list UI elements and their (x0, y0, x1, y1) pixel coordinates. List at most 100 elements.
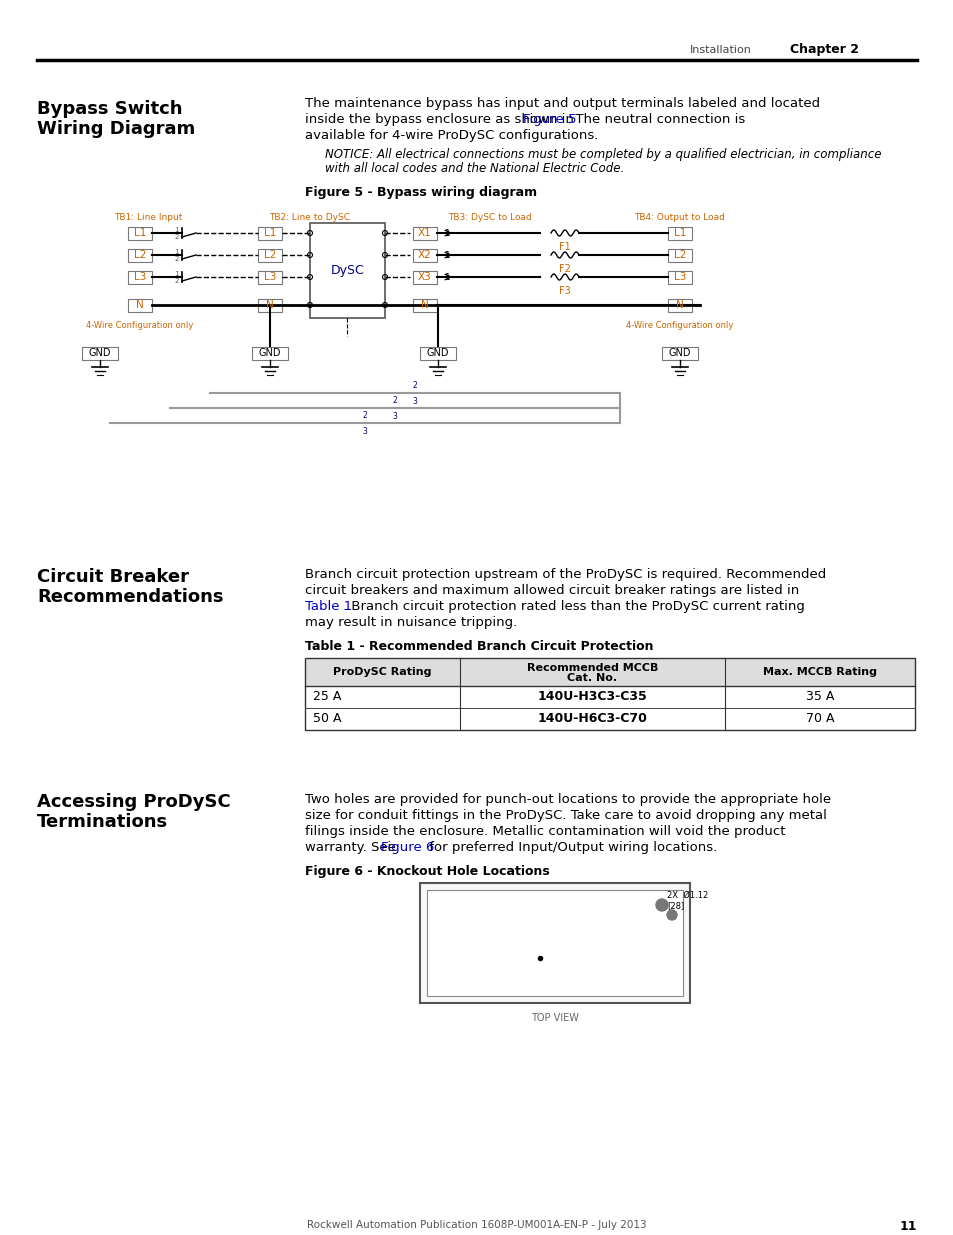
Text: TB1: Line Input: TB1: Line Input (113, 212, 182, 222)
Text: 1: 1 (444, 228, 450, 237)
Text: DySC: DySC (331, 264, 364, 277)
Bar (667, 226, 691, 240)
Text: Figure 5: Figure 5 (522, 112, 576, 126)
Text: Table 1: Table 1 (305, 600, 352, 613)
Text: . Branch circuit protection rated less than the ProDySC current rating: . Branch circuit protection rated less t… (343, 600, 804, 613)
Text: Figure 6 - Knockout Hole Locations: Figure 6 - Knockout Hole Locations (305, 864, 549, 878)
Text: 2: 2 (174, 233, 179, 240)
Text: N: N (420, 300, 429, 310)
Bar (128, 248, 152, 262)
Text: circuit breakers and maximum allowed circuit breaker ratings are listed in: circuit breakers and maximum allowed cir… (305, 584, 799, 597)
Text: L3: L3 (264, 272, 276, 282)
Text: L1: L1 (264, 228, 276, 238)
Text: Rockwell Automation Publication 1608P-UM001A-EN-P - July 2013: Rockwell Automation Publication 1608P-UM… (307, 1220, 646, 1230)
Text: N: N (136, 300, 144, 310)
Text: N: N (676, 300, 683, 310)
Text: Circuit Breaker: Circuit Breaker (37, 568, 189, 585)
Text: N: N (266, 300, 274, 310)
Text: Bypass Switch: Bypass Switch (37, 100, 182, 119)
Bar (667, 270, 691, 284)
Text: 50 A: 50 A (313, 713, 341, 725)
Bar (305, 658, 914, 730)
Bar (257, 226, 282, 240)
Text: 35 A: 35 A (805, 690, 833, 704)
Bar (305, 658, 914, 685)
Text: 2: 2 (413, 382, 416, 390)
Text: 4-Wire Configuration only: 4-Wire Configuration only (626, 321, 733, 330)
Text: 1: 1 (444, 251, 450, 259)
Text: 1: 1 (174, 270, 179, 277)
Text: with all local codes and the National Electric Code.: with all local codes and the National El… (325, 162, 623, 175)
Text: Recommendations: Recommendations (37, 588, 223, 606)
Text: NOTICE: All electrical connections must be completed by a qualified electrician,: NOTICE: All electrical connections must … (325, 148, 881, 161)
Bar (413, 299, 436, 311)
Text: L3: L3 (133, 272, 146, 282)
Circle shape (666, 910, 677, 920)
Text: L3: L3 (673, 272, 685, 282)
Text: filings inside the enclosure. Metallic contamination will void the product: filings inside the enclosure. Metallic c… (305, 825, 784, 839)
Bar (128, 299, 152, 311)
Text: 11: 11 (899, 1220, 916, 1233)
Text: Branch circuit protection upstream of the ProDySC is required. Recommended: Branch circuit protection upstream of th… (305, 568, 825, 580)
Bar (413, 270, 436, 284)
Text: GND: GND (426, 348, 449, 358)
Text: TOP VIEW: TOP VIEW (531, 1013, 578, 1023)
Text: L2: L2 (133, 249, 146, 261)
Text: Table 1 - Recommended Branch Circuit Protection: Table 1 - Recommended Branch Circuit Pro… (305, 640, 653, 653)
Text: inside the bypass enclosure as shown in: inside the bypass enclosure as shown in (305, 112, 578, 126)
Bar (257, 270, 282, 284)
Text: 2: 2 (174, 278, 179, 284)
Text: 3: 3 (412, 396, 417, 406)
Text: ProDySC Rating: ProDySC Rating (333, 667, 432, 677)
Text: TB2: Line to DySC: TB2: Line to DySC (269, 212, 350, 222)
Text: 2: 2 (362, 411, 367, 420)
Text: F3: F3 (558, 287, 570, 296)
Text: 25 A: 25 A (313, 690, 341, 704)
Text: X1: X1 (417, 228, 432, 238)
Text: TB3: DySC to Load: TB3: DySC to Load (448, 212, 532, 222)
Bar (128, 270, 152, 284)
Bar (257, 299, 282, 311)
Text: L2: L2 (673, 249, 685, 261)
Text: 4-Wire Configuration only: 4-Wire Configuration only (86, 321, 193, 330)
Bar (257, 248, 282, 262)
Text: 3: 3 (392, 412, 397, 421)
Text: GND: GND (258, 348, 281, 358)
Text: 2: 2 (393, 396, 397, 405)
Text: . The neutral connection is: . The neutral connection is (566, 112, 744, 126)
Text: The maintenance bypass has input and output terminals labeled and located: The maintenance bypass has input and out… (305, 98, 820, 110)
Bar (667, 248, 691, 262)
Text: Cat. No.: Cat. No. (567, 673, 617, 683)
Text: Two holes are provided for punch-out locations to provide the appropriate hole: Two holes are provided for punch-out loc… (305, 793, 830, 806)
Text: warranty. See: warranty. See (305, 841, 399, 853)
Text: Wiring Diagram: Wiring Diagram (37, 120, 195, 138)
Text: Max. MCCB Rating: Max. MCCB Rating (762, 667, 876, 677)
Text: Installation: Installation (689, 44, 751, 56)
Bar (419, 347, 456, 359)
Text: 1: 1 (174, 227, 179, 233)
Bar (310, 224, 385, 317)
Text: 3: 3 (362, 427, 367, 436)
Text: available for 4-wire ProDySC configurations.: available for 4-wire ProDySC configurati… (305, 128, 598, 142)
Text: Accessing ProDySC: Accessing ProDySC (37, 793, 231, 811)
Text: L1: L1 (133, 228, 146, 238)
Text: 2: 2 (174, 256, 179, 262)
Bar (413, 248, 436, 262)
Text: F1: F1 (558, 242, 570, 252)
Bar (252, 347, 288, 359)
Text: may result in nuisance tripping.: may result in nuisance tripping. (305, 616, 517, 629)
Text: for preferred Input/Output wiring locations.: for preferred Input/Output wiring locati… (424, 841, 717, 853)
Text: 140U-H6C3-C70: 140U-H6C3-C70 (537, 713, 647, 725)
Text: X3: X3 (417, 272, 432, 282)
Text: Chapter 2: Chapter 2 (789, 43, 858, 57)
Text: X2: X2 (417, 249, 432, 261)
Text: 2X  Ø1.12
[28]: 2X Ø1.12 [28] (666, 890, 707, 910)
Text: F2: F2 (558, 264, 570, 274)
Bar (661, 347, 698, 359)
Bar (82, 347, 118, 359)
Text: Terminations: Terminations (37, 813, 168, 831)
Bar (413, 226, 436, 240)
Text: Recommended MCCB: Recommended MCCB (526, 663, 658, 673)
Bar (667, 299, 691, 311)
Text: 70 A: 70 A (805, 713, 833, 725)
